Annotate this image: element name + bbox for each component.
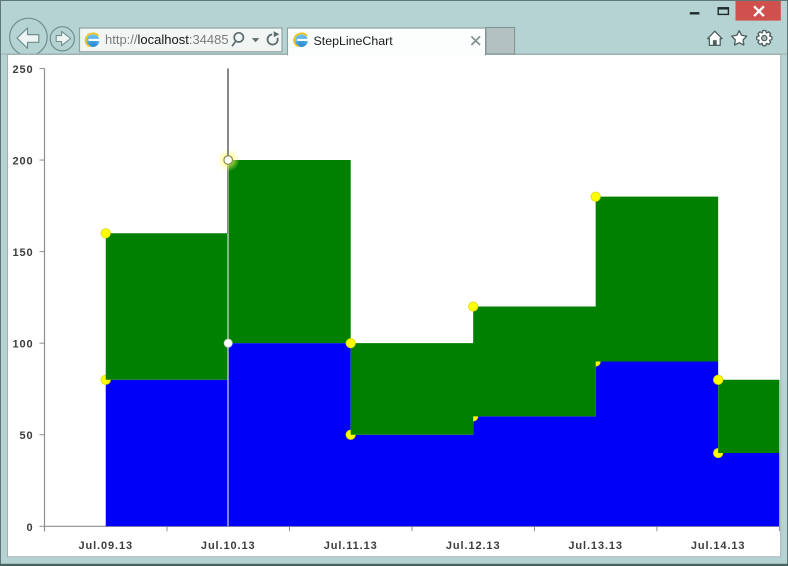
svg-text:StepLineChart: StepLineChart xyxy=(314,34,394,48)
svg-text:250: 250 xyxy=(12,64,33,76)
svg-text:Jul.12.13: Jul.12.13 xyxy=(446,540,501,552)
svg-text:Jul.11.13: Jul.11.13 xyxy=(324,540,378,552)
svg-text:Jul.14.13: Jul.14.13 xyxy=(691,540,746,552)
svg-text:200: 200 xyxy=(12,156,33,168)
svg-text:50: 50 xyxy=(19,430,33,442)
svg-text:0: 0 xyxy=(26,522,33,534)
svg-text:http://localhost:34485/S: http://localhost:34485/S xyxy=(105,32,241,47)
svg-text:Jul.13.13: Jul.13.13 xyxy=(568,540,623,552)
svg-text:100: 100 xyxy=(12,339,33,351)
svg-text:Jul.10.13: Jul.10.13 xyxy=(201,540,256,552)
svg-text:Jul.09.13: Jul.09.13 xyxy=(78,540,133,552)
svg-text:150: 150 xyxy=(12,247,33,259)
